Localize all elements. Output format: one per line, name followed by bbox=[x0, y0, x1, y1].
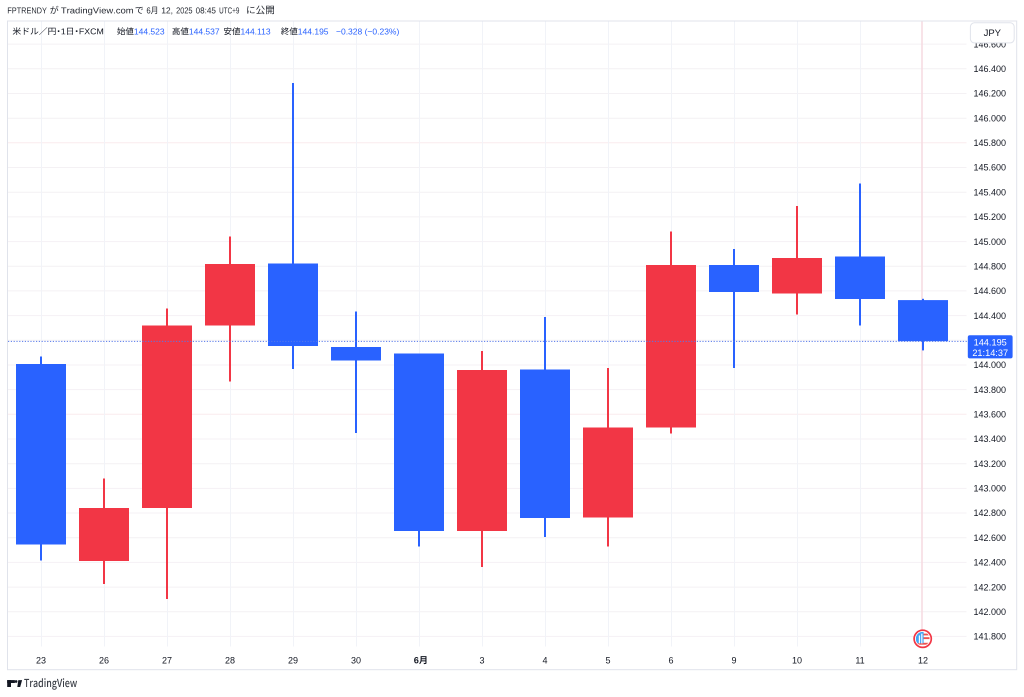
svg-text:144.400: 144.400 bbox=[974, 311, 1007, 321]
svg-text:143.200: 143.200 bbox=[974, 459, 1007, 469]
svg-text:143.800: 143.800 bbox=[974, 385, 1007, 395]
svg-text:145.000: 145.000 bbox=[974, 237, 1007, 247]
svg-text:144.523: 144.523 bbox=[134, 26, 165, 36]
svg-text:145.400: 145.400 bbox=[974, 187, 1007, 197]
svg-text:29: 29 bbox=[288, 655, 298, 665]
svg-text:146.600: 146.600 bbox=[974, 39, 1007, 49]
svg-text:9: 9 bbox=[731, 655, 736, 665]
svg-text:JPY: JPY bbox=[984, 28, 1002, 39]
svg-text:144.537: 144.537 bbox=[189, 26, 220, 36]
svg-text:144.000: 144.000 bbox=[974, 360, 1007, 370]
svg-text:145.600: 145.600 bbox=[974, 163, 1007, 173]
svg-text:143.400: 143.400 bbox=[974, 434, 1007, 444]
svg-text:3: 3 bbox=[479, 655, 484, 665]
svg-text:142.400: 142.400 bbox=[974, 558, 1007, 568]
svg-text:146.200: 146.200 bbox=[974, 89, 1007, 99]
svg-text:146.000: 146.000 bbox=[974, 113, 1007, 123]
svg-text:6: 6 bbox=[668, 655, 673, 665]
svg-text:144.600: 144.600 bbox=[974, 286, 1007, 296]
svg-text:26: 26 bbox=[99, 655, 109, 665]
svg-text:−0.328 (−0.23%): −0.328 (−0.23%) bbox=[336, 26, 399, 36]
svg-text:144.195: 144.195 bbox=[974, 338, 1007, 348]
svg-text:23: 23 bbox=[36, 655, 46, 665]
svg-text:142.000: 142.000 bbox=[974, 607, 1007, 617]
svg-text:28: 28 bbox=[225, 655, 235, 665]
svg-text:5: 5 bbox=[605, 655, 610, 665]
svg-text:144.195: 144.195 bbox=[298, 26, 329, 36]
svg-text:146.400: 146.400 bbox=[974, 64, 1007, 74]
svg-text:11: 11 bbox=[855, 655, 864, 665]
svg-text:12: 12 bbox=[918, 655, 928, 665]
svg-text:141.800: 141.800 bbox=[974, 632, 1007, 642]
svg-text:143.600: 143.600 bbox=[974, 410, 1007, 420]
svg-text:30: 30 bbox=[351, 655, 361, 665]
svg-text:145.200: 145.200 bbox=[974, 212, 1007, 222]
svg-text:143.000: 143.000 bbox=[974, 484, 1007, 494]
svg-text:142.800: 142.800 bbox=[974, 508, 1007, 518]
svg-text:145.800: 145.800 bbox=[974, 138, 1007, 148]
svg-text:10: 10 bbox=[792, 655, 802, 665]
svg-text:4: 4 bbox=[542, 655, 547, 665]
svg-text:27: 27 bbox=[162, 655, 172, 665]
svg-text:144.113: 144.113 bbox=[241, 26, 271, 36]
svg-text:144.800: 144.800 bbox=[974, 261, 1007, 271]
svg-text:142.200: 142.200 bbox=[974, 582, 1007, 592]
svg-text:142.600: 142.600 bbox=[974, 533, 1007, 543]
svg-text:21:14:37: 21:14:37 bbox=[972, 348, 1008, 358]
